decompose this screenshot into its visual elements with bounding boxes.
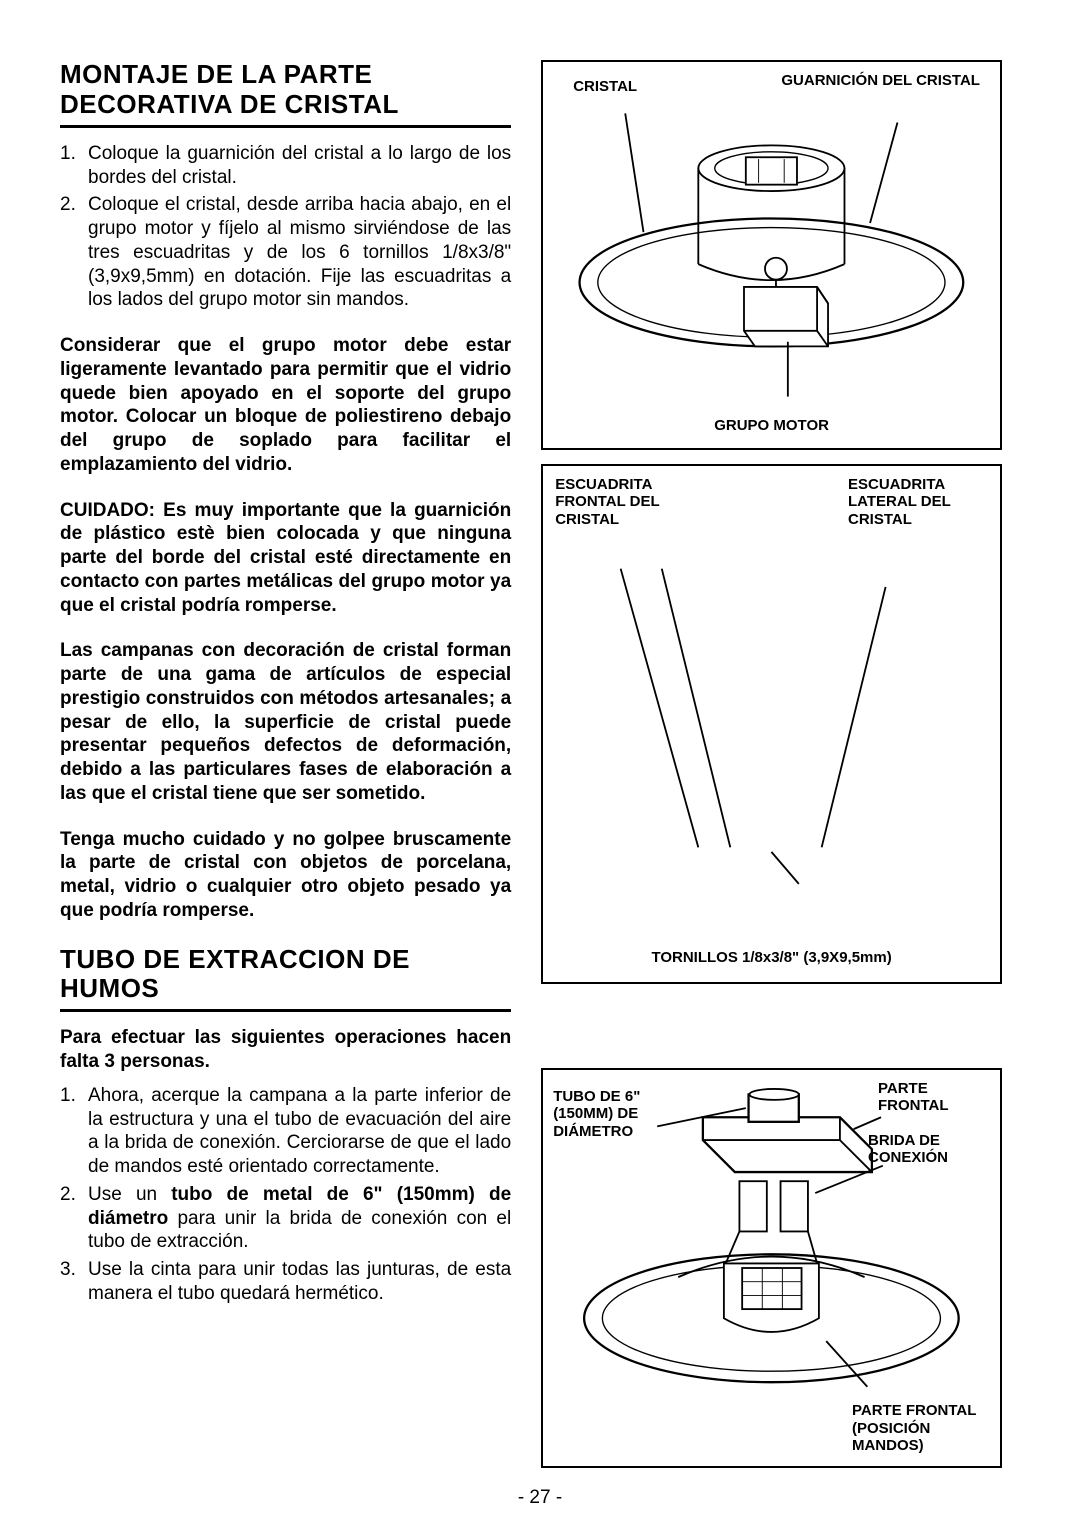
label-parte-frontal-bottom: PARTE FRONTAL (POSICIÓN MANDOS): [852, 1402, 982, 1454]
figure-cristal-assembly: CRISTAL GUARNICIÓN DEL CRISTAL GRUPO MOT…: [541, 60, 1002, 450]
section2-steps: Ahora, acerque la campana a la parte inf…: [60, 1084, 511, 1306]
list-item: Coloque la guarnición del cristal a lo l…: [60, 142, 511, 190]
diagram-svg-1: [543, 62, 1000, 448]
bold-paragraph: Considerar que el grupo motor debe estar…: [60, 334, 511, 477]
diagram-svg-2: [543, 466, 1000, 982]
bold-paragraph: Tenga mucho cuidado y no golpee bruscame…: [60, 828, 511, 923]
label-guarnicion: GUARNICIÓN DEL CRISTAL: [781, 72, 980, 89]
bold-paragraph: CUIDADO: Es muy importante que la guarni…: [60, 499, 511, 618]
list-item: Use un tubo de metal de 6" (150mm) de di…: [60, 1183, 511, 1254]
label-parte-frontal-top: PARTE FRONTAL: [878, 1080, 988, 1115]
section1-title: MONTAJE DE LA PARTE DECORATIVA DE CRISTA…: [60, 60, 511, 128]
figure-brackets: ESCUADRITA FRONTAL DEL CRISTAL ESCUADRIT…: [541, 464, 1002, 984]
label-escuadrita-frontal: ESCUADRITA FRONTAL DEL CRISTAL: [555, 476, 705, 528]
label-grupo-motor: GRUPO MOTOR: [543, 417, 1000, 434]
section2-intro: Para efectuar las siguientes operaciones…: [60, 1026, 511, 1074]
label-tubo: TUBO DE 6" (150MM) DE DIÁMETRO: [553, 1088, 673, 1140]
page-layout: MONTAJE DE LA PARTE DECORATIVA DE CRISTA…: [60, 60, 1020, 1468]
label-escuadrita-lateral: ESCUADRITA LATERAL DEL CRISTAL: [848, 476, 988, 528]
figure-duct: TUBO DE 6" (150MM) DE DIÁMETRO PARTE FRO…: [541, 1068, 1002, 1468]
section1-steps: Coloque la guarnición del cristal a lo l…: [60, 142, 511, 312]
page-number: - 27 -: [0, 1487, 1080, 1509]
list-item: Coloque el cristal, desde arriba hacia a…: [60, 193, 511, 312]
list-item: Ahora, acerque la campana a la parte inf…: [60, 1084, 511, 1179]
right-column: CRISTAL GUARNICIÓN DEL CRISTAL GRUPO MOT…: [541, 60, 1002, 1468]
left-column: MONTAJE DE LA PARTE DECORATIVA DE CRISTA…: [60, 60, 511, 1468]
label-tornillos: TORNILLOS 1/8x3/8" (3,9X9,5mm): [543, 949, 1000, 966]
label-cristal: CRISTAL: [573, 78, 637, 95]
bold-paragraph: Las campanas con decoración de cristal f…: [60, 639, 511, 805]
section2-title: TUBO DE EXTRACCION DE HUMOS: [60, 945, 511, 1013]
list-item: Use la cinta para unir todas las juntura…: [60, 1258, 511, 1306]
label-brida: BRIDA DE CONEXIÓN: [868, 1132, 988, 1167]
